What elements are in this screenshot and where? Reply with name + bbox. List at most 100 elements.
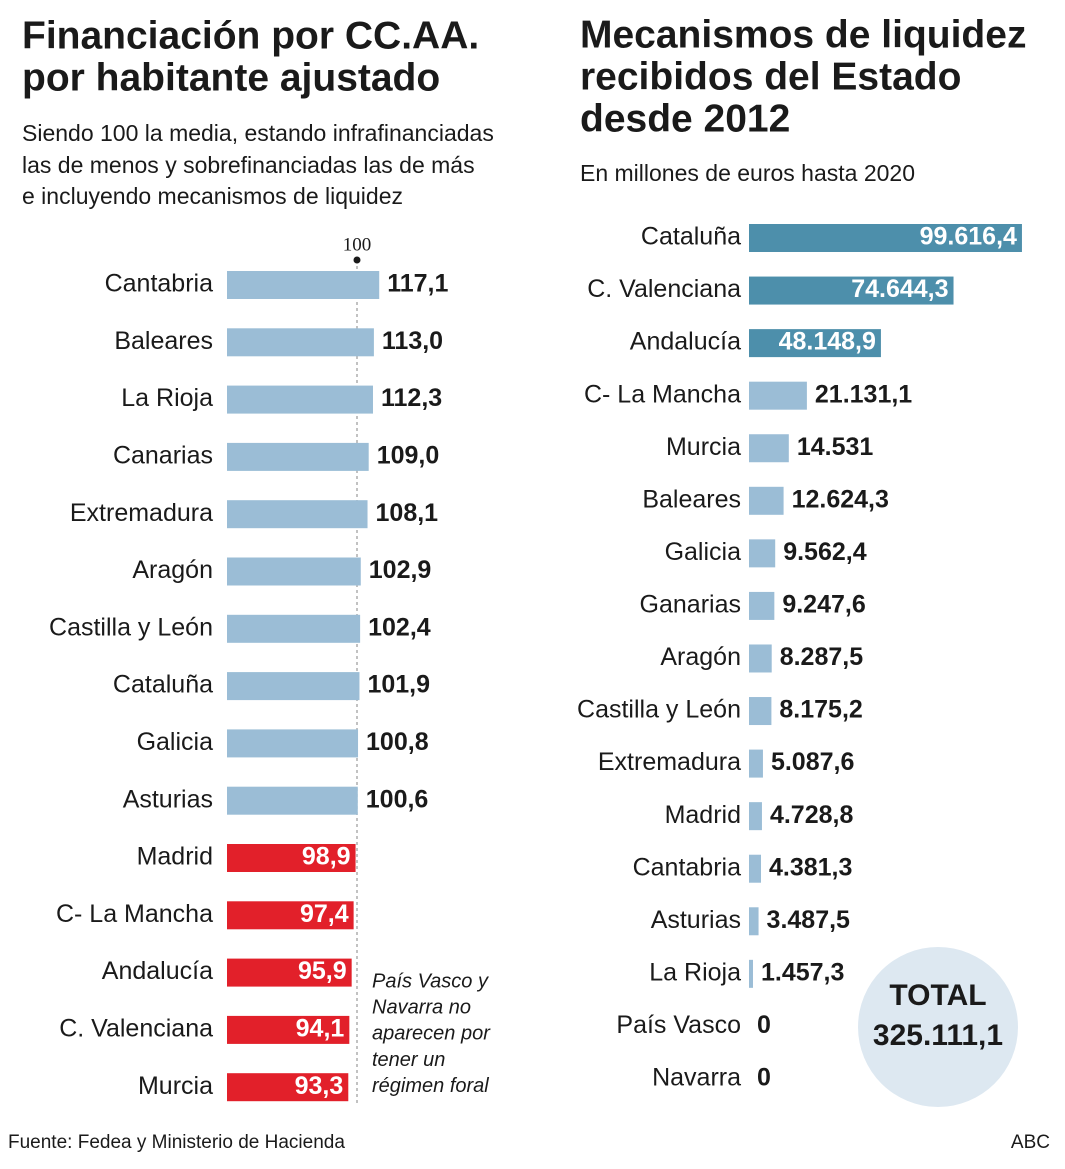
category-label: C- La Mancha bbox=[56, 900, 213, 928]
value-label: 21.131,1 bbox=[815, 380, 912, 408]
category-label: Madrid bbox=[137, 843, 213, 871]
value-label: 14.531 bbox=[797, 433, 874, 461]
chart-subtitle: En millones de euros hasta 2020 bbox=[580, 160, 915, 186]
bar bbox=[749, 329, 881, 358]
value-label: 102,9 bbox=[369, 556, 432, 584]
category-label: C. Valenciana bbox=[587, 275, 741, 303]
bar bbox=[749, 381, 807, 410]
category-label: Asturias bbox=[651, 906, 741, 934]
total-circle bbox=[858, 947, 1018, 1107]
value-label: 3.487,5 bbox=[767, 906, 851, 934]
bar bbox=[227, 1073, 349, 1102]
value-label: 109,0 bbox=[377, 442, 440, 470]
value-label: 8.287,5 bbox=[780, 643, 864, 671]
bar bbox=[749, 854, 762, 883]
bar bbox=[749, 749, 763, 778]
total-value: 325.111,1 bbox=[873, 1019, 1003, 1052]
value-label: 12.624,3 bbox=[792, 485, 889, 513]
value-label: 94,1 bbox=[296, 1015, 345, 1043]
annotation: régimen foral bbox=[372, 1075, 489, 1097]
chart-title: desde 2012 bbox=[580, 97, 790, 140]
value-label: 95,9 bbox=[298, 957, 347, 985]
chart-subtitle: e incluyendo mecanismos de liquidez bbox=[22, 183, 403, 209]
bar bbox=[227, 901, 354, 930]
value-label: 112,3 bbox=[381, 384, 442, 412]
bar bbox=[749, 434, 789, 463]
value-label: 0 bbox=[757, 1064, 771, 1092]
reference-dot bbox=[353, 256, 361, 264]
value-label: 0 bbox=[757, 1011, 771, 1039]
bar bbox=[227, 271, 380, 299]
chart-title: Mecanismos de liquidez bbox=[580, 13, 1026, 56]
value-label: 9.562,4 bbox=[783, 538, 867, 566]
category-label: Murcia bbox=[666, 433, 741, 461]
category-label: Andalucía bbox=[630, 328, 741, 356]
category-label: Asturias bbox=[123, 785, 213, 813]
category-label: Galicia bbox=[137, 728, 214, 756]
category-label: Canarias bbox=[113, 442, 213, 470]
bar bbox=[749, 591, 775, 620]
value-label: 97,4 bbox=[300, 900, 349, 928]
credit: ABC bbox=[1011, 1132, 1050, 1153]
bar bbox=[227, 786, 358, 815]
category-label: La Rioja bbox=[121, 384, 213, 412]
value-label: 4.728,8 bbox=[770, 801, 854, 829]
value-label: 113,0 bbox=[382, 327, 443, 355]
source: Fuente: Fedea y Ministerio de Hacienda bbox=[8, 1132, 345, 1153]
category-label: C. Valenciana bbox=[59, 1015, 213, 1043]
value-label: 4.381,3 bbox=[769, 853, 852, 881]
value-label: 74.644,3 bbox=[851, 275, 948, 303]
annotation: tener un bbox=[372, 1049, 445, 1071]
bar bbox=[749, 539, 776, 568]
chart-title: por habitante ajustado bbox=[22, 56, 440, 99]
bar bbox=[227, 729, 359, 758]
value-label: 101,9 bbox=[367, 671, 430, 699]
value-label: 1.457,3 bbox=[761, 958, 844, 986]
value-label: 9.247,6 bbox=[782, 591, 865, 619]
category-label: Castilla y León bbox=[49, 613, 213, 641]
category-label: Galicia bbox=[665, 538, 742, 566]
bar bbox=[749, 697, 772, 726]
value-label: 100,8 bbox=[366, 728, 429, 756]
category-label: Ganarias bbox=[640, 591, 741, 619]
bar bbox=[749, 276, 954, 305]
category-label: Baleares bbox=[114, 327, 213, 355]
bar bbox=[749, 486, 784, 515]
bar bbox=[227, 958, 352, 987]
value-label: 99.616,4 bbox=[920, 223, 1017, 251]
annotation: País Vasco y bbox=[372, 970, 489, 992]
category-label: Baleares bbox=[642, 485, 741, 513]
value-label: 100,6 bbox=[366, 785, 429, 813]
category-label: Andalucía bbox=[102, 957, 213, 985]
category-label: Madrid bbox=[665, 801, 741, 829]
chart-subtitle: las de menos y sobrefinanciadas las de m… bbox=[22, 152, 475, 178]
value-label: 8.175,2 bbox=[779, 696, 862, 724]
bar bbox=[749, 802, 762, 831]
category-label: Cantabria bbox=[105, 270, 213, 298]
bar bbox=[227, 1015, 350, 1044]
bar bbox=[227, 328, 374, 357]
bar bbox=[749, 907, 759, 936]
annotation: aparecen por bbox=[372, 1023, 491, 1045]
category-label: Cantabria bbox=[633, 853, 741, 881]
bar bbox=[227, 844, 356, 872]
category-label: Aragón bbox=[660, 643, 741, 671]
value-label: 117,1 bbox=[387, 270, 448, 298]
category-label: Extremadura bbox=[598, 748, 741, 776]
value-label: 102,4 bbox=[368, 613, 431, 641]
bar bbox=[227, 500, 368, 529]
value-label: 93,3 bbox=[295, 1072, 344, 1100]
chart-title: Financiación por CC.AA. bbox=[22, 14, 479, 57]
category-label: Castilla y León bbox=[577, 696, 741, 724]
category-label: Cataluña bbox=[113, 671, 213, 699]
total-title: TOTAL bbox=[889, 979, 986, 1012]
bar bbox=[227, 385, 373, 414]
bar bbox=[749, 644, 772, 673]
bar bbox=[227, 614, 361, 643]
category-label: Aragón bbox=[132, 556, 213, 584]
bar bbox=[749, 959, 753, 988]
category-label: C- La Mancha bbox=[584, 380, 741, 408]
bar bbox=[227, 557, 361, 586]
bar bbox=[227, 672, 360, 701]
